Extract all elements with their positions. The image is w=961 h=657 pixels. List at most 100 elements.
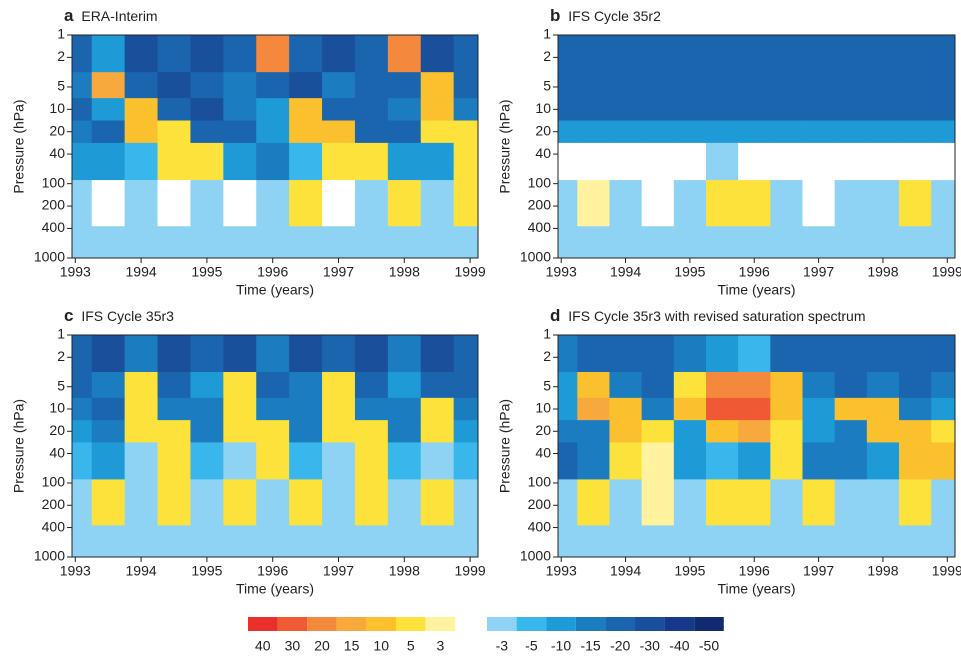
cell — [420, 372, 455, 399]
cell — [289, 180, 323, 227]
cell — [738, 397, 771, 421]
cell — [931, 397, 956, 421]
cell — [420, 525, 455, 558]
y-tick-label: 40 — [535, 444, 551, 460]
cell — [577, 525, 610, 558]
cell — [673, 397, 707, 421]
y-tick-label: 400 — [42, 518, 66, 534]
cell — [738, 420, 771, 443]
cell — [289, 98, 323, 122]
cell — [770, 372, 804, 399]
cell — [770, 120, 804, 144]
x-axis-label: Time (years) — [236, 581, 314, 597]
cell — [834, 525, 868, 558]
cell — [453, 397, 479, 421]
cell — [738, 226, 771, 259]
cell — [91, 397, 126, 421]
cell — [770, 525, 804, 558]
cell — [834, 372, 868, 399]
cell — [738, 72, 771, 99]
cell — [673, 420, 707, 443]
cell — [354, 397, 389, 421]
cell — [834, 142, 868, 181]
cell — [770, 35, 804, 73]
cell — [420, 120, 455, 144]
y-tick-label: 10 — [49, 400, 65, 416]
cell — [420, 442, 455, 480]
cell — [453, 479, 479, 526]
cell — [322, 525, 356, 558]
cell — [223, 120, 257, 144]
y-tick-label: 20 — [49, 422, 65, 438]
cell — [91, 98, 126, 122]
cell — [256, 35, 290, 73]
cell — [641, 479, 675, 526]
cell — [354, 226, 389, 259]
cell — [157, 372, 191, 399]
cell — [931, 98, 956, 122]
cell — [72, 479, 93, 526]
cell — [738, 479, 771, 526]
cell — [641, 72, 675, 99]
panel-name: IFS Cycle 35r2 — [568, 8, 661, 24]
cell — [705, 226, 739, 259]
cell — [322, 35, 356, 73]
cell — [641, 35, 675, 73]
cell — [387, 142, 422, 181]
cell — [256, 479, 290, 526]
cell — [91, 120, 126, 144]
y-axis-label: Pressure (hPa) — [497, 99, 513, 193]
cell — [558, 72, 578, 99]
cell — [190, 72, 224, 99]
cell — [322, 72, 356, 99]
cell — [289, 120, 323, 144]
colorbar-box — [396, 617, 426, 631]
cell — [931, 525, 956, 558]
cell — [354, 180, 389, 227]
cell — [72, 35, 93, 73]
cell — [190, 226, 224, 259]
x-tick-label: 1999 — [932, 264, 961, 280]
colorbar-label: 15 — [344, 638, 360, 654]
colorbar-box — [425, 617, 456, 631]
cell — [673, 226, 707, 259]
cell — [802, 525, 836, 558]
y-tick-label: 100 — [528, 174, 552, 190]
y-axis-label: Pressure (hPa) — [11, 399, 27, 493]
cell — [866, 226, 900, 259]
cell — [641, 120, 675, 144]
cell — [420, 35, 455, 73]
cell — [802, 420, 836, 443]
cell — [705, 525, 739, 558]
y-tick-label: 2 — [543, 48, 551, 64]
cell — [190, 335, 224, 373]
cell — [931, 226, 956, 259]
colorbar-label: -30 — [640, 638, 660, 654]
cell — [322, 479, 356, 526]
y-tick-label: 5 — [57, 78, 65, 94]
colorbar-label: 5 — [407, 638, 415, 654]
colorbar-box — [694, 617, 724, 631]
cell — [420, 335, 455, 373]
cell — [577, 442, 610, 480]
cell — [453, 420, 479, 443]
panel-title: b IFS Cycle 35r2 — [550, 6, 661, 25]
cell — [802, 226, 836, 259]
y-tick-label: 100 — [42, 174, 66, 190]
cell — [738, 372, 771, 399]
cell — [91, 525, 126, 558]
panel-title: c IFS Cycle 35r3 — [64, 306, 174, 325]
cell — [256, 72, 290, 99]
cell — [190, 479, 224, 526]
colorbar-label: -20 — [610, 638, 630, 654]
x-tick-label: 1995 — [674, 264, 705, 280]
x-tick-label: 1995 — [191, 264, 222, 280]
cell — [157, 98, 191, 122]
cell — [558, 180, 578, 227]
cell — [609, 35, 643, 73]
cell — [322, 420, 356, 443]
cell — [802, 142, 836, 181]
cell — [354, 35, 389, 73]
cell — [705, 372, 739, 399]
cell — [453, 142, 479, 181]
